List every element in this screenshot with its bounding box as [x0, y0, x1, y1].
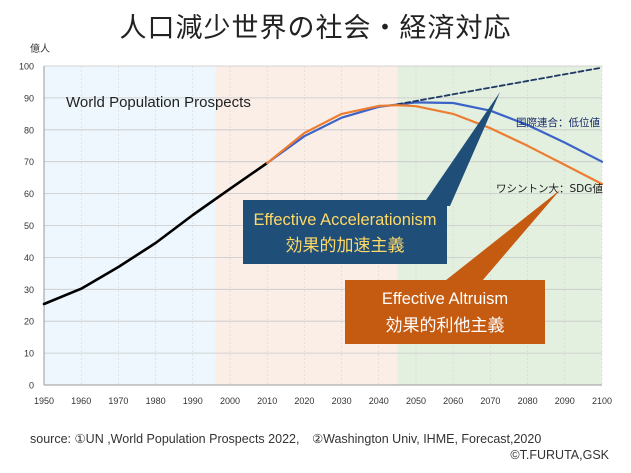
y-tick-label-30: 30 — [24, 285, 34, 295]
callout-altru-box — [345, 280, 545, 344]
source-note: source: ①UN ,World Population Prospects … — [30, 432, 542, 446]
un-series-label: 国際連合：低位値 — [516, 116, 600, 129]
callout-accel-pointer — [422, 92, 500, 206]
y-tick-label-20: 20 — [24, 317, 34, 327]
series-line-0 — [42, 161, 269, 306]
y-tick-label-0: 0 — [29, 381, 34, 391]
callout-altruism: Effective Altruism 効果的利他主義 — [345, 190, 560, 344]
x-tick-label-2080: 2080 — [518, 396, 538, 406]
x-tick-label-1960: 1960 — [71, 396, 91, 406]
series-line-2 — [266, 104, 604, 186]
chart-series — [42, 66, 604, 306]
y-tick-label-80: 80 — [24, 125, 34, 135]
x-tick-label-2040: 2040 — [369, 396, 389, 406]
y-tick-label-100: 100 — [19, 62, 34, 72]
series-line-3 — [396, 66, 603, 106]
x-tick-label-1990: 1990 — [183, 396, 203, 406]
x-tick-label-2030: 2030 — [332, 396, 352, 406]
y-tick-label-90: 90 — [24, 93, 34, 103]
y-tick-label-40: 40 — [24, 253, 34, 263]
x-tick-label-2020: 2020 — [294, 396, 314, 406]
callout-accelerationism: Effective Accelerationism 効果的加速主義 — [243, 92, 500, 264]
x-tick-label-1950: 1950 — [34, 396, 54, 406]
x-tick-label-1980: 1980 — [146, 396, 166, 406]
x-tick-label-1970: 1970 — [108, 396, 128, 406]
x-tick-label-2060: 2060 — [443, 396, 463, 406]
callout-altru-pointer — [436, 190, 560, 288]
x-tick-label-2050: 2050 — [406, 396, 426, 406]
copyright: ©T.FURUTA,GSK — [510, 448, 609, 462]
y-tick-label-10: 10 — [24, 349, 34, 359]
x-tick-label-2010: 2010 — [257, 396, 277, 406]
callout-accel-line1: Effective Accelerationism — [253, 211, 436, 229]
callout-altru-line1: Effective Altruism — [382, 290, 508, 308]
y-tick-label-60: 60 — [24, 189, 34, 199]
callout-altru-line2: 効果的利他主義 — [386, 316, 505, 335]
callout-accel-line2: 効果的加速主義 — [286, 236, 405, 255]
x-tick-label-2070: 2070 — [480, 396, 500, 406]
ihme-series-label: ワシントン大：SDG値 — [496, 182, 603, 195]
y-tick-label-50: 50 — [24, 221, 34, 231]
x-tick-label-2100: 2100 — [592, 396, 612, 406]
series-line-1 — [266, 101, 604, 165]
page-title: 人口減少世界の社会・経済対応 — [119, 13, 512, 44]
callout-accel-box — [243, 200, 447, 264]
y-unit-label: 億人 — [30, 42, 50, 55]
y-tick-label-70: 70 — [24, 157, 34, 167]
x-tick-label-2090: 2090 — [555, 396, 575, 406]
inner-chart-label: World Population Prospects — [66, 94, 251, 111]
x-tick-label-2000: 2000 — [220, 396, 240, 406]
